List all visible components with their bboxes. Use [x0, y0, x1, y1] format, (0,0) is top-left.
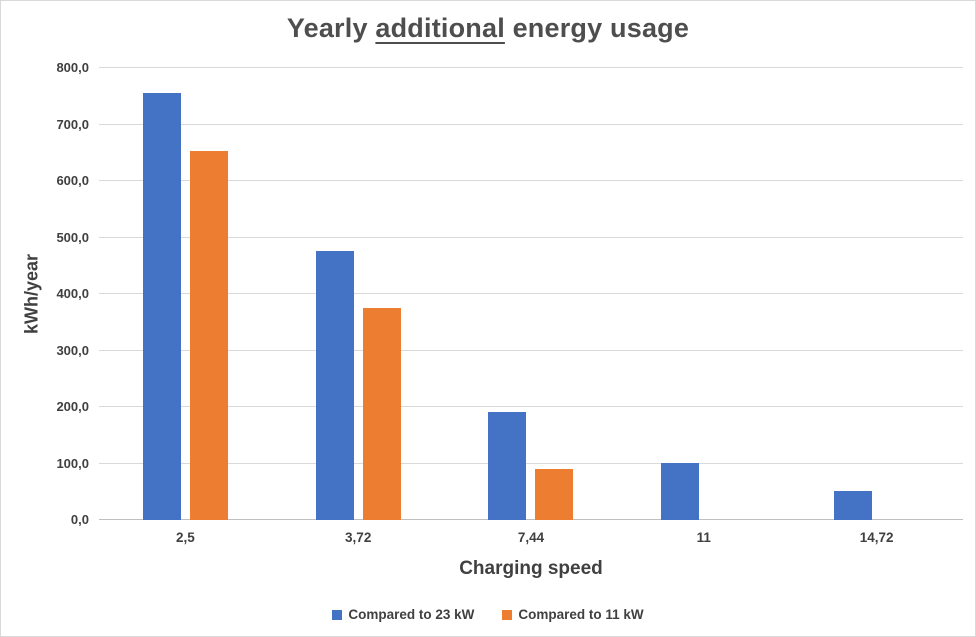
y-tick-label: 800,0 — [56, 60, 89, 75]
bar-group — [790, 68, 963, 520]
gridline — [99, 67, 963, 68]
y-tick-label: 600,0 — [56, 173, 89, 188]
bar-series1-cat4 — [661, 462, 700, 520]
gridline — [99, 123, 963, 125]
x-axis-line — [99, 519, 963, 520]
y-tick-label: 500,0 — [56, 229, 89, 245]
y-tick-label: 100,0 — [56, 455, 89, 471]
legend-item-series2: Compared to 11 kW — [502, 607, 644, 622]
gridline — [99, 406, 963, 407]
plot-area — [99, 67, 963, 520]
bar-group — [617, 68, 790, 520]
bar-group — [99, 68, 272, 520]
x-axis-title: Charging speed — [459, 558, 603, 579]
y-tick-label: 400,0 — [56, 286, 89, 301]
legend-item-series1: Compared to 23 kW — [332, 607, 474, 622]
x-axis-tick-labels: 2,5 3,72 7,44 11 14,72 — [99, 530, 963, 545]
x-tick-label: 14,72 — [859, 530, 894, 545]
bar-series2-cat2 — [362, 307, 401, 520]
legend-label: Compared to 23 kW — [348, 607, 475, 622]
bar-series1-cat1 — [142, 93, 181, 520]
x-tick-label: 11 — [696, 530, 711, 545]
x-tick-label: 7,44 — [517, 530, 545, 545]
legend-swatch-icon — [502, 609, 513, 620]
bar-series1-cat3 — [488, 411, 527, 520]
y-tick-label: 700,0 — [56, 116, 89, 132]
chart-title: Yearly additional energy usage — [1, 13, 975, 44]
chart-title-underlined-word: additional — [375, 13, 505, 43]
gridline — [99, 349, 963, 351]
gridline — [99, 180, 963, 181]
legend: Compared to 23 kW Compared to 11 kW — [1, 607, 975, 622]
y-tick-label: 200,0 — [56, 399, 89, 414]
legend-swatch-icon — [332, 609, 343, 620]
chart-title-prefix: Yearly — [286, 13, 376, 43]
bar-group — [272, 68, 445, 520]
y-tick-label: 300,0 — [56, 342, 89, 358]
bar-group — [445, 68, 618, 520]
legend-label: Compared to 11 kW — [518, 607, 644, 622]
bar-series2-cat1 — [189, 150, 228, 520]
y-tick-label: 0,0 — [70, 512, 89, 527]
bar-series2-cat3 — [535, 468, 574, 520]
bar-series1-cat5 — [834, 490, 873, 520]
gridline — [99, 293, 963, 294]
x-tick-label: 2,5 — [176, 530, 195, 545]
x-tick-label: 3,72 — [345, 530, 372, 545]
bar-series1-cat2 — [315, 250, 354, 520]
gridline — [99, 236, 963, 238]
gridline — [99, 462, 963, 464]
y-axis-tick-labels: 0,0 100,0 200,0 300,0 400,0 500,0 600,0 700,0 80… — [1, 60, 89, 527]
chart-title-suffix: energy usage — [504, 13, 690, 43]
